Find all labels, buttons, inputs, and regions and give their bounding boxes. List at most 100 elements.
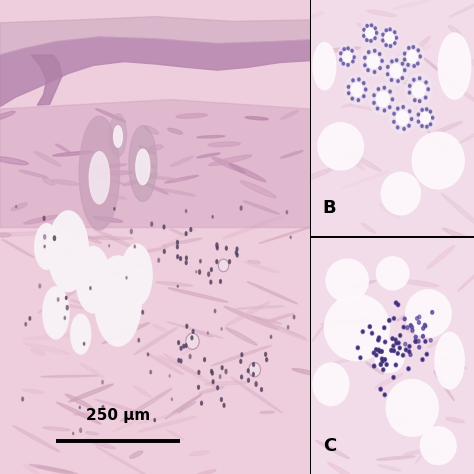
Ellipse shape bbox=[374, 37, 376, 39]
Ellipse shape bbox=[392, 317, 396, 320]
Ellipse shape bbox=[366, 68, 370, 72]
Ellipse shape bbox=[79, 116, 119, 230]
Ellipse shape bbox=[396, 125, 400, 129]
Ellipse shape bbox=[185, 232, 187, 236]
Ellipse shape bbox=[113, 414, 151, 432]
Ellipse shape bbox=[87, 237, 133, 239]
Text: C: C bbox=[323, 437, 336, 455]
Ellipse shape bbox=[191, 336, 193, 340]
Ellipse shape bbox=[361, 22, 379, 44]
Ellipse shape bbox=[394, 338, 397, 342]
Ellipse shape bbox=[365, 28, 374, 38]
Ellipse shape bbox=[393, 120, 395, 123]
Ellipse shape bbox=[243, 201, 279, 214]
Ellipse shape bbox=[216, 243, 218, 247]
Ellipse shape bbox=[381, 173, 420, 215]
Ellipse shape bbox=[226, 301, 270, 326]
Ellipse shape bbox=[395, 58, 399, 63]
Ellipse shape bbox=[171, 398, 173, 401]
Ellipse shape bbox=[351, 83, 363, 96]
Ellipse shape bbox=[360, 356, 361, 359]
Ellipse shape bbox=[361, 330, 365, 334]
Ellipse shape bbox=[434, 371, 455, 401]
Ellipse shape bbox=[407, 367, 410, 371]
Ellipse shape bbox=[212, 216, 213, 218]
Ellipse shape bbox=[247, 260, 260, 264]
Ellipse shape bbox=[373, 365, 375, 367]
Ellipse shape bbox=[404, 448, 436, 455]
Ellipse shape bbox=[229, 310, 281, 330]
Ellipse shape bbox=[2, 239, 34, 257]
Ellipse shape bbox=[454, 51, 474, 81]
Ellipse shape bbox=[373, 101, 375, 104]
Ellipse shape bbox=[394, 42, 396, 45]
Ellipse shape bbox=[176, 240, 178, 244]
Ellipse shape bbox=[381, 358, 383, 360]
Ellipse shape bbox=[384, 341, 386, 343]
Ellipse shape bbox=[372, 101, 376, 105]
Ellipse shape bbox=[407, 50, 418, 63]
Ellipse shape bbox=[365, 24, 369, 28]
Ellipse shape bbox=[320, 120, 352, 137]
Ellipse shape bbox=[423, 449, 444, 456]
Ellipse shape bbox=[351, 49, 353, 52]
Ellipse shape bbox=[383, 86, 386, 90]
Ellipse shape bbox=[365, 38, 369, 42]
Ellipse shape bbox=[376, 456, 415, 460]
Ellipse shape bbox=[29, 465, 79, 474]
Ellipse shape bbox=[210, 280, 212, 284]
Ellipse shape bbox=[419, 100, 421, 102]
Ellipse shape bbox=[151, 222, 153, 226]
Ellipse shape bbox=[409, 353, 412, 356]
Ellipse shape bbox=[385, 363, 388, 366]
Ellipse shape bbox=[391, 349, 392, 352]
Ellipse shape bbox=[34, 152, 61, 166]
Ellipse shape bbox=[391, 97, 394, 101]
Ellipse shape bbox=[277, 329, 308, 341]
Ellipse shape bbox=[406, 63, 410, 67]
Ellipse shape bbox=[411, 45, 415, 49]
Ellipse shape bbox=[178, 401, 196, 413]
Ellipse shape bbox=[54, 236, 55, 240]
Ellipse shape bbox=[114, 208, 115, 210]
Ellipse shape bbox=[401, 105, 405, 109]
Ellipse shape bbox=[390, 64, 402, 78]
Ellipse shape bbox=[196, 331, 212, 337]
Ellipse shape bbox=[399, 334, 401, 337]
Ellipse shape bbox=[186, 324, 188, 328]
Ellipse shape bbox=[426, 353, 428, 356]
Ellipse shape bbox=[373, 352, 375, 354]
Ellipse shape bbox=[178, 358, 180, 362]
Ellipse shape bbox=[120, 389, 172, 422]
Ellipse shape bbox=[427, 337, 446, 348]
Ellipse shape bbox=[403, 52, 406, 56]
Ellipse shape bbox=[167, 430, 184, 440]
Ellipse shape bbox=[156, 282, 193, 286]
Ellipse shape bbox=[293, 315, 295, 319]
Ellipse shape bbox=[93, 228, 139, 251]
Ellipse shape bbox=[19, 170, 47, 178]
Ellipse shape bbox=[395, 339, 397, 341]
Ellipse shape bbox=[446, 418, 465, 423]
Ellipse shape bbox=[224, 306, 278, 329]
Ellipse shape bbox=[0, 232, 55, 236]
Ellipse shape bbox=[390, 45, 392, 47]
Ellipse shape bbox=[377, 92, 389, 107]
Ellipse shape bbox=[419, 55, 421, 58]
Ellipse shape bbox=[394, 36, 398, 40]
Ellipse shape bbox=[373, 36, 377, 40]
Ellipse shape bbox=[236, 247, 238, 251]
Ellipse shape bbox=[236, 253, 238, 257]
Ellipse shape bbox=[180, 359, 182, 363]
Ellipse shape bbox=[390, 103, 415, 133]
Ellipse shape bbox=[356, 98, 360, 102]
Ellipse shape bbox=[343, 51, 352, 62]
Ellipse shape bbox=[162, 238, 202, 246]
Ellipse shape bbox=[385, 29, 387, 32]
Ellipse shape bbox=[147, 353, 149, 356]
Ellipse shape bbox=[395, 364, 397, 366]
Ellipse shape bbox=[379, 53, 381, 55]
Ellipse shape bbox=[342, 62, 345, 66]
Ellipse shape bbox=[421, 358, 424, 362]
Ellipse shape bbox=[386, 380, 438, 436]
